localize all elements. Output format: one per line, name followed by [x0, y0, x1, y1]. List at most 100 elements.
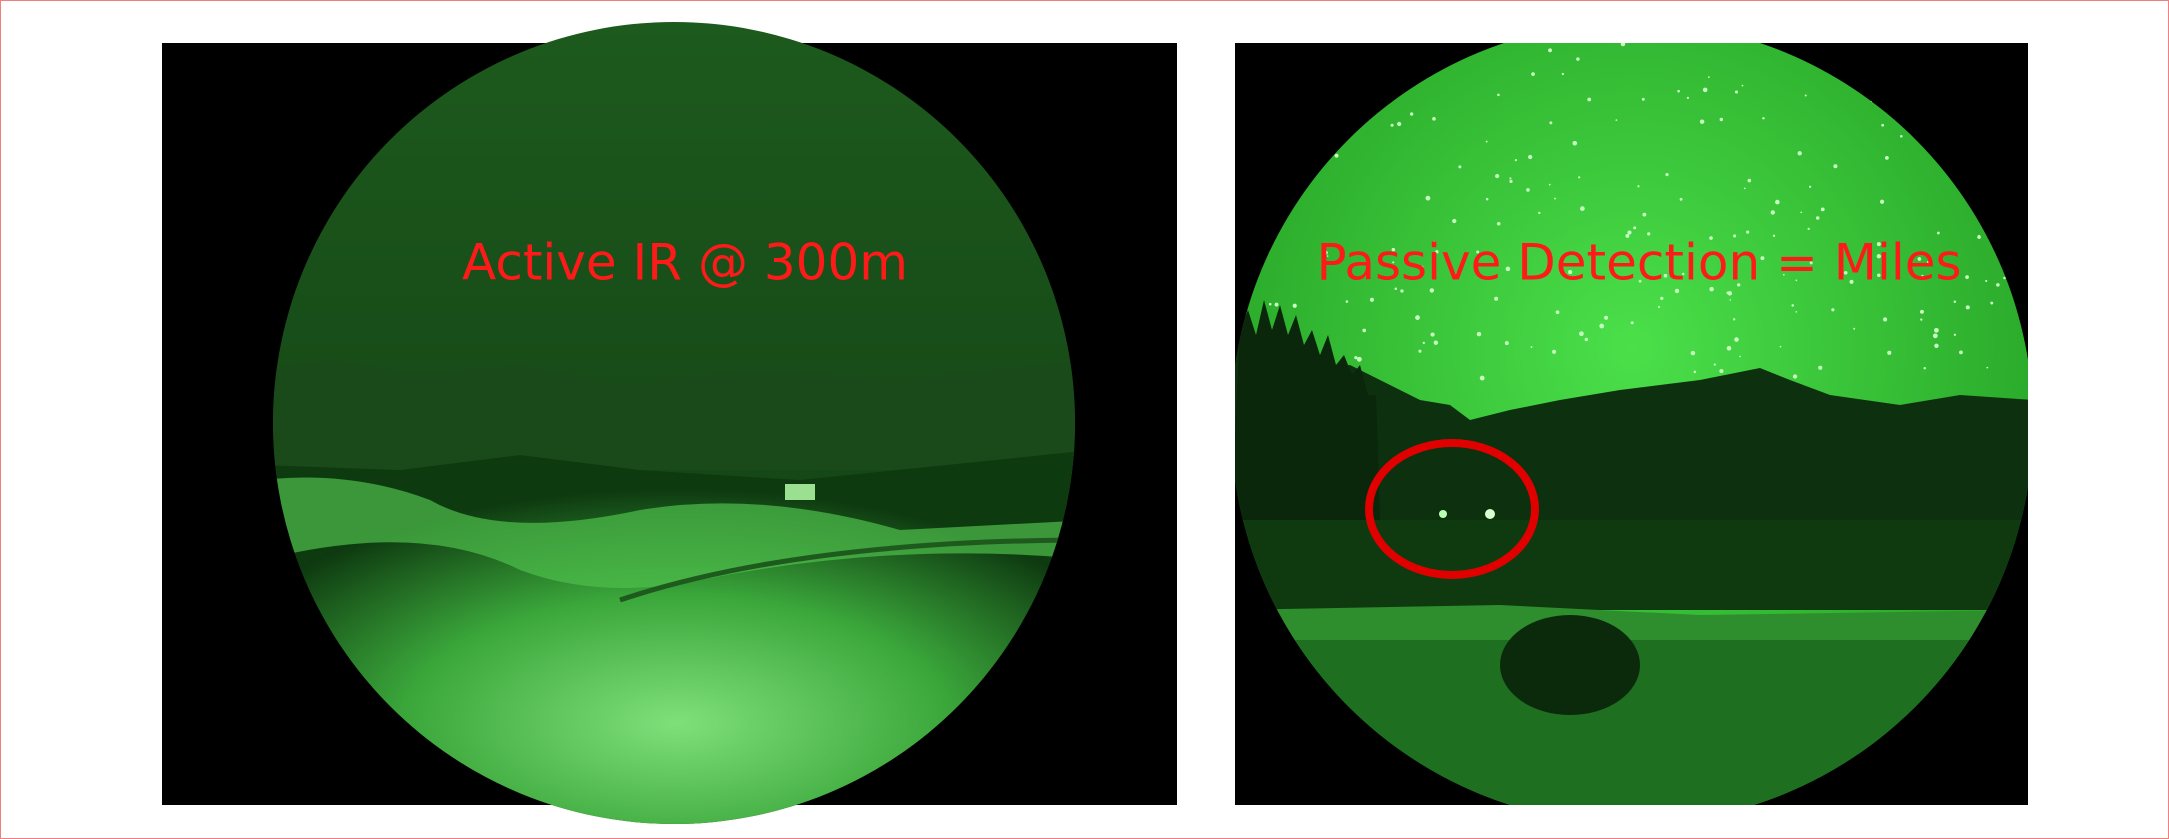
star	[1927, 260, 1930, 264]
star	[1390, 123, 1394, 127]
star	[1693, 370, 1697, 374]
star	[1713, 363, 1716, 366]
star	[1770, 210, 1775, 215]
star	[1741, 84, 1744, 87]
star	[1702, 87, 1708, 93]
star	[1509, 177, 1512, 180]
star	[1637, 185, 1640, 188]
star	[1746, 230, 1750, 234]
star	[1986, 366, 1989, 369]
star	[1747, 178, 1752, 183]
star	[1415, 315, 1420, 320]
star	[1505, 266, 1511, 272]
star	[1729, 299, 1732, 301]
star	[1887, 350, 1892, 355]
star	[1800, 211, 1803, 214]
star	[1815, 216, 1820, 220]
star	[1900, 134, 1903, 138]
star	[1996, 283, 2000, 287]
star	[1809, 261, 1813, 265]
star	[1531, 72, 1535, 76]
star	[1686, 96, 1690, 100]
star	[1354, 356, 1358, 360]
star	[1682, 272, 1685, 276]
star	[1630, 321, 1634, 325]
star	[1452, 218, 1457, 224]
caption: Active IR @ 300m	[462, 234, 908, 292]
star	[1561, 72, 1565, 76]
star	[1733, 318, 1736, 321]
star	[1818, 365, 1823, 370]
star	[1638, 279, 1642, 283]
star	[1677, 89, 1680, 93]
star	[1795, 311, 1798, 313]
star	[1965, 305, 1970, 310]
star	[1804, 94, 1807, 97]
star	[1392, 261, 1395, 264]
star	[1877, 273, 1881, 277]
image-active-ir: Active IR @ 300m	[162, 22, 1177, 824]
star	[1665, 172, 1669, 177]
star	[1690, 350, 1696, 356]
star	[1548, 48, 1552, 53]
star	[1920, 309, 1924, 314]
star	[1657, 305, 1661, 309]
star	[1633, 226, 1637, 230]
star	[1772, 234, 1776, 237]
star	[1576, 57, 1580, 61]
star	[1420, 265, 1424, 269]
highlight-ring	[1365, 439, 1539, 579]
star	[1920, 318, 1923, 321]
star	[1476, 250, 1480, 254]
star	[1647, 232, 1651, 236]
star	[1555, 310, 1560, 315]
star	[1579, 331, 1584, 337]
star	[1727, 291, 1733, 296]
star	[1743, 187, 1746, 190]
star	[1775, 199, 1780, 205]
star	[1429, 288, 1435, 293]
star	[1432, 117, 1436, 121]
star	[1719, 369, 1724, 374]
star	[1932, 333, 1938, 339]
star	[1495, 174, 1500, 179]
star	[1391, 247, 1396, 252]
star	[1400, 289, 1404, 293]
star	[1509, 179, 1513, 183]
star	[1779, 345, 1782, 348]
star	[1707, 76, 1710, 78]
star	[1435, 250, 1439, 254]
star	[1709, 236, 1713, 240]
star	[1422, 341, 1425, 345]
star	[1726, 345, 1732, 351]
star	[1580, 206, 1585, 211]
star	[1734, 90, 1738, 94]
star	[1762, 117, 1765, 120]
caption: Passive Detection = Miles	[1316, 234, 1961, 292]
star	[1760, 256, 1765, 261]
star	[1514, 159, 1518, 162]
star	[1530, 346, 1533, 349]
star	[1551, 349, 1557, 354]
star	[1345, 300, 1349, 303]
star	[1485, 140, 1488, 143]
star	[1739, 355, 1741, 358]
star	[1937, 231, 1940, 235]
star	[1953, 333, 1957, 336]
star	[1409, 112, 1414, 116]
star	[1921, 274, 1924, 277]
star	[1795, 279, 1798, 282]
star	[1568, 270, 1573, 275]
star	[1660, 296, 1664, 300]
star	[1807, 227, 1810, 231]
star	[1843, 270, 1848, 275]
star	[1833, 164, 1838, 169]
star	[1990, 301, 1994, 305]
star	[1679, 197, 1683, 201]
star	[1674, 288, 1680, 294]
star	[1572, 140, 1578, 146]
star	[1977, 235, 1981, 239]
star	[1479, 375, 1485, 381]
star	[1627, 230, 1632, 235]
star	[1733, 234, 1737, 238]
